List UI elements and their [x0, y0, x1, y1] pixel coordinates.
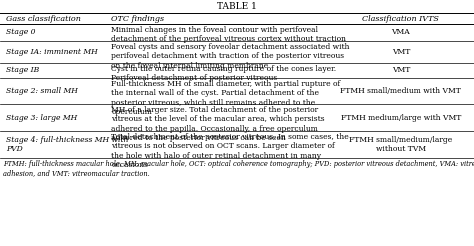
Text: MH of a larger size. Total detachment of the posterior
vitreous at the level of : MH of a larger size. Total detachment of…	[111, 106, 325, 142]
Text: Stage 0: Stage 0	[6, 29, 36, 36]
Text: VMA: VMA	[392, 29, 410, 36]
Text: Minimal changes in the foveal contour with perifoveal
detachment of the perifove: Minimal changes in the foveal contour wi…	[111, 26, 346, 43]
Text: FTMH small/medium with VMT: FTMH small/medium with VMT	[340, 87, 461, 95]
Text: Gass classification: Gass classification	[6, 15, 81, 23]
Text: TABLE 1: TABLE 1	[217, 2, 257, 11]
Text: Stage 4: full-thickness MH with
PVD: Stage 4: full-thickness MH with PVD	[6, 136, 128, 153]
Text: Foveal cysts and sensory foveolar detachment associated with
perifoveal detachme: Foveal cysts and sensory foveolar detach…	[111, 43, 350, 70]
Text: Full-thickness MH of small diameter, with partial rupture of
the internal wall o: Full-thickness MH of small diameter, wit…	[111, 80, 340, 116]
Text: Total detachment of the posterior vitreous. In some cases, the
vitreous is not o: Total detachment of the posterior vitreo…	[111, 133, 349, 169]
Text: VMT: VMT	[392, 66, 410, 75]
Text: Classification IVTS: Classification IVTS	[362, 15, 439, 23]
Text: FTMH small/medium/large
without TVM: FTMH small/medium/large without TVM	[349, 136, 452, 153]
Text: VMT: VMT	[392, 48, 410, 56]
Text: Stage 2: small MH: Stage 2: small MH	[6, 87, 78, 95]
Text: Stage IB: Stage IB	[6, 66, 39, 75]
Text: Stage 3: large MH: Stage 3: large MH	[6, 113, 77, 122]
Text: FTMH: full-thickness macular hole, MH: macular hole, OCT: optical coherence tomo: FTMH: full-thickness macular hole, MH: m…	[3, 160, 474, 177]
Text: Cyst in the outer retina causing rupture of the cones layer.
Perifoveal detachme: Cyst in the outer retina causing rupture…	[111, 65, 337, 82]
Text: Stage IA: imminent MH: Stage IA: imminent MH	[6, 48, 98, 56]
Text: FTMH medium/large with VMT: FTMH medium/large with VMT	[341, 113, 461, 122]
Text: OTC findings: OTC findings	[111, 15, 164, 23]
